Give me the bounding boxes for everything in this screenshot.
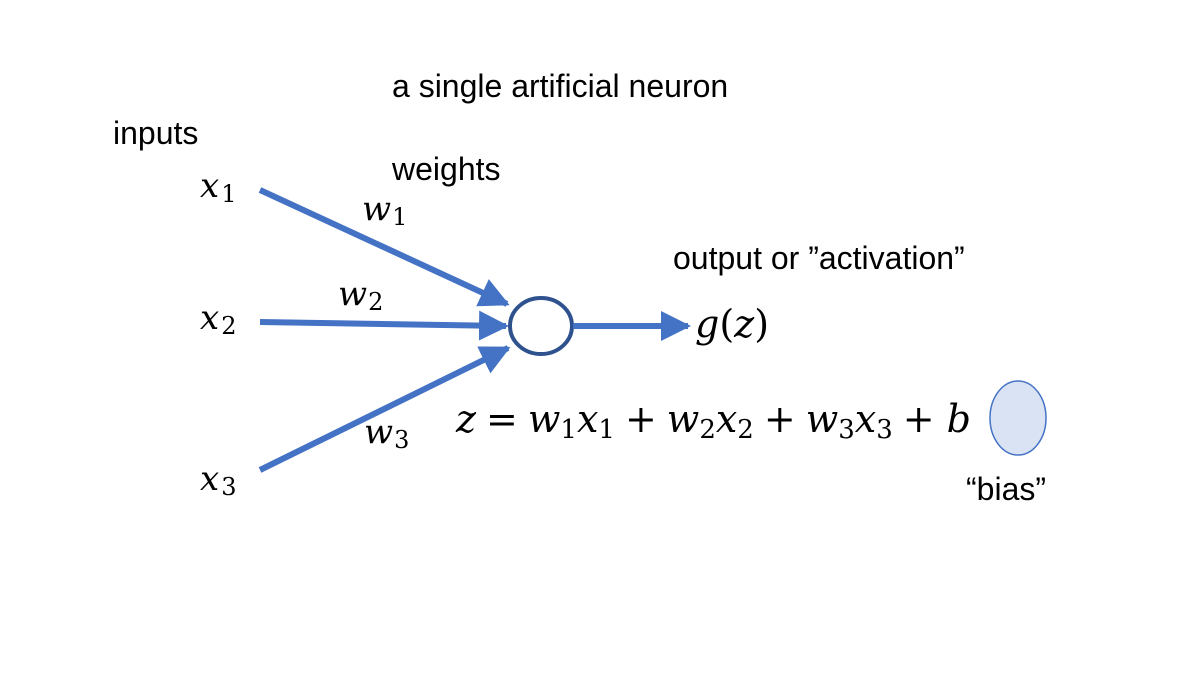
bias-label: “bias” [966,471,1046,507]
input-arrow-3 [258,345,511,473]
bias-highlight [989,380,1047,456]
weighted-sum-equation: z = w1x1 + w2x2 + w3x3 + b [455,397,971,445]
weights-label: weights [391,151,501,187]
input-x3: x3 [200,459,236,501]
weight-w3: w3 [364,412,409,454]
inputs-label: inputs [113,115,198,151]
input-arrow-1 [258,187,510,307]
neuron-node [508,296,574,356]
output-label: output or ”activation” [673,240,965,276]
input-x2: x2 [200,298,236,340]
diagram-title: a single artificial neuron [392,68,728,104]
input-x1: x1 [200,166,236,208]
activation-function: g(z) [695,302,769,346]
weight-w2: w2 [338,274,383,316]
weight-w1: w1 [362,189,407,231]
input-arrow-2 [259,310,509,341]
